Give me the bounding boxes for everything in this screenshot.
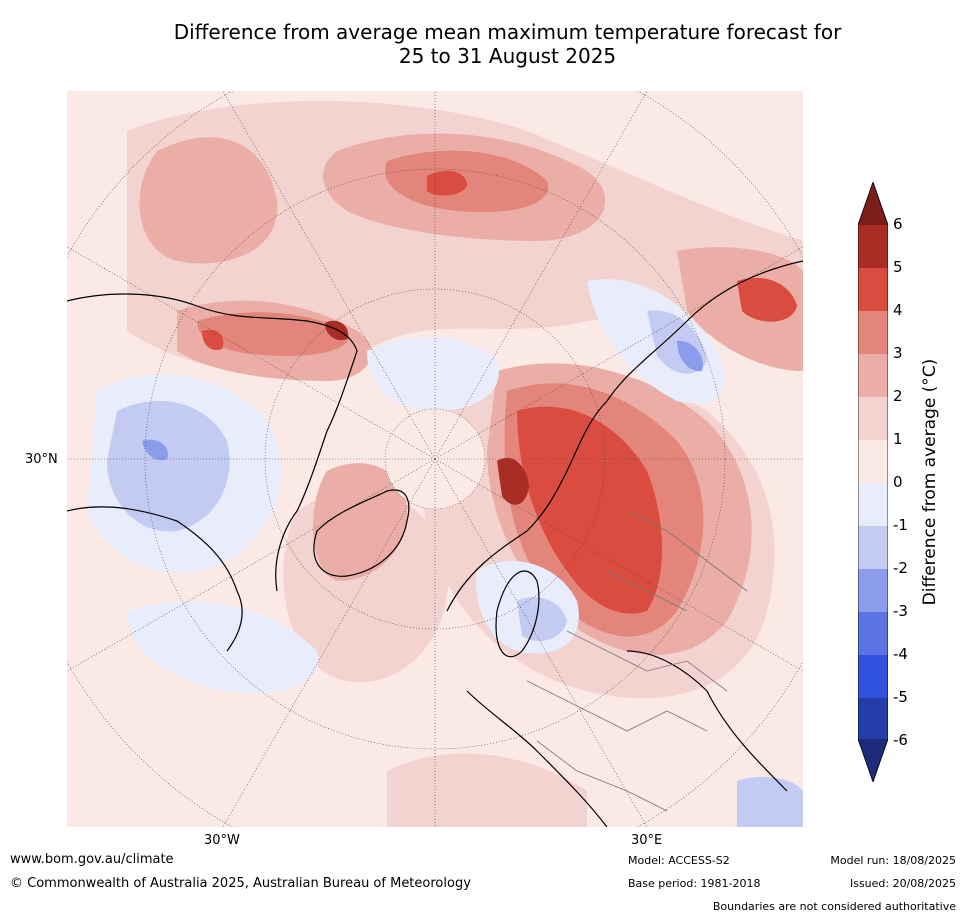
footer-issued: Issued: 20/08/2025 — [849, 877, 956, 890]
anomaly-region-4to5-bering — [427, 170, 467, 196]
anomaly-region-3to4-alaska — [197, 312, 349, 356]
colorbar-segment — [858, 354, 888, 397]
colorbar-upper-extend — [858, 182, 888, 225]
footer-disclaimer: Boundaries are not considered authoritat… — [712, 900, 956, 913]
anomaly-region-m2to-m1-southeast — [737, 776, 803, 827]
footer-website: www.bom.gov.au/climate — [10, 852, 174, 867]
anomaly-region-m3to-m2-north-america — [142, 439, 168, 461]
footer-model: Model: ACCESS-S2 — [628, 854, 730, 867]
graticule-lat-60 — [264, 288, 606, 630]
anomaly-region-m3to-m2-central-asia — [677, 340, 703, 372]
colorbar-segment — [858, 526, 888, 569]
title-line-2: 25 to 31 August 2025 — [398, 44, 617, 68]
colorbar-tick: -3 — [893, 602, 908, 620]
colorbar-tick: -6 — [893, 731, 908, 749]
colorbar-segment — [858, 268, 888, 311]
anomaly-region-4to5-alaska — [202, 329, 224, 351]
colorbar — [858, 182, 888, 782]
country-borders — [526, 510, 748, 812]
colorbar-tick: -5 — [893, 688, 908, 706]
colorbar-lower-extend — [858, 739, 888, 782]
colorbar-tick: 3 — [893, 344, 903, 362]
anomaly-region-m2to-m1-scandinavia — [517, 597, 567, 641]
colorbar-segment — [858, 397, 888, 440]
anomaly-region-5to6-siberia — [497, 457, 529, 505]
colorbar-segment — [858, 698, 888, 739]
colorbar-tick: -1 — [893, 516, 908, 534]
colorbar-tick: 1 — [893, 430, 903, 448]
lon-label-30w: 30°W — [204, 833, 240, 848]
anomaly-region-2to3-pacific — [139, 137, 278, 264]
forecast-map[interactable] — [67, 91, 803, 827]
colorbar-segment — [858, 311, 888, 354]
map-svg — [67, 91, 803, 827]
colorbar-tick: 2 — [893, 387, 903, 405]
colorbar-segment — [858, 569, 888, 612]
footer-copyright: © Commonwealth of Australia 2025, Austra… — [10, 876, 471, 891]
anomaly-region-3to4-bering — [385, 150, 549, 213]
coastline-greenland — [313, 489, 410, 577]
colorbar-tick: -4 — [893, 645, 908, 663]
colorbar-tick: 0 — [893, 473, 903, 491]
lon-label-30e: 30°E — [631, 833, 663, 848]
chart-title: Difference from average mean maximum tem… — [60, 20, 955, 68]
colorbar-segment — [858, 655, 888, 698]
colorbar-segment — [858, 440, 888, 483]
anomaly-region-2to3-east-asia — [677, 247, 803, 371]
anomaly-region-m2to-m1-north-america — [107, 401, 230, 532]
anomaly-region-m1to0-arctic — [367, 337, 499, 411]
footer-base-period: Base period: 1981-2018 — [628, 877, 761, 890]
graticule-lat-45 — [144, 168, 726, 750]
title-line-1: Difference from average mean maximum tem… — [173, 20, 842, 44]
colorbar-tick: 6 — [893, 215, 903, 233]
colorbar-segment — [858, 612, 888, 655]
colorbar-segment — [858, 483, 888, 526]
colorbar-tick: -2 — [893, 559, 908, 577]
colorbar-label: Difference from average (°C) — [920, 358, 940, 606]
anomaly-region-1to2-south — [387, 753, 587, 827]
anomaly-region-m1to0-atlantic — [127, 601, 319, 694]
lat-label-30n: 30°N — [25, 452, 58, 467]
colorbar-tick: 4 — [893, 301, 903, 319]
footer-model-run: Model run: 18/08/2025 — [830, 854, 956, 867]
colorbar-tick: 5 — [893, 258, 903, 276]
colorbar-segment — [858, 225, 888, 268]
coastline-scandinavia — [495, 570, 540, 658]
coastline-eurasia — [446, 260, 803, 827]
anomaly-region-4to5-east-asia — [737, 277, 797, 322]
anomaly-region-4to5-siberia — [517, 406, 662, 614]
coastline-north-america — [67, 293, 358, 652]
